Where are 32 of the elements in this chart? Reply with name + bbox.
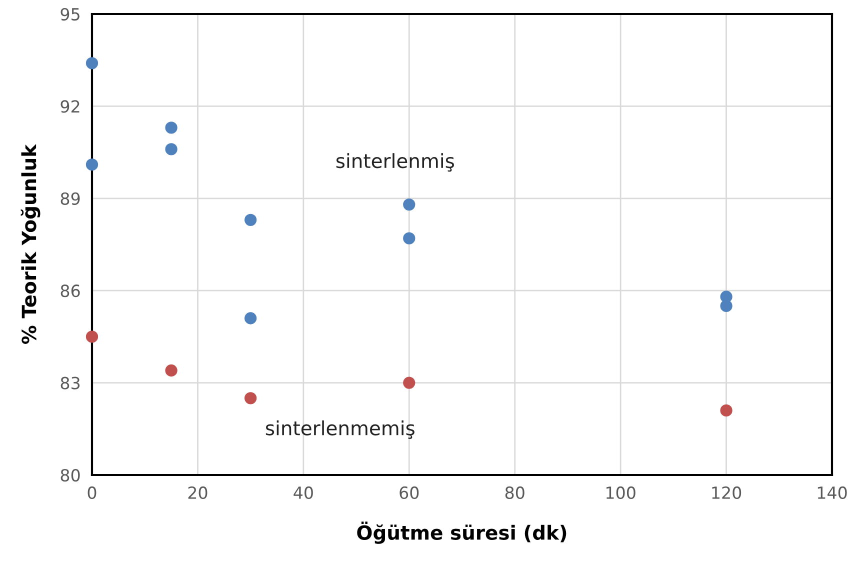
y-tick-label: 92 bbox=[60, 100, 80, 113]
y-tick-label: 80 bbox=[60, 468, 80, 482]
point bbox=[720, 300, 732, 312]
y-tick-label: 83 bbox=[60, 376, 80, 390]
x-tick-label: 60 bbox=[400, 486, 419, 500]
point bbox=[244, 214, 257, 226]
x-axis-title: Öğütme süresi (dk) bbox=[357, 522, 566, 544]
point bbox=[86, 330, 98, 343]
y-tick-label: 95 bbox=[60, 8, 80, 21]
y-tick-label: 86 bbox=[60, 284, 80, 298]
x-tick-label: 20 bbox=[188, 486, 208, 500]
point bbox=[86, 57, 98, 70]
y-axis-title: % Teorik Yoğunluk bbox=[20, 144, 40, 344]
y-tick-label: 89 bbox=[60, 192, 80, 205]
series-label: sinterlenmemiş bbox=[266, 420, 414, 439]
point bbox=[720, 404, 732, 417]
point bbox=[165, 122, 178, 134]
x-tick-label: 100 bbox=[606, 486, 636, 500]
x-tick-label: 40 bbox=[294, 486, 313, 500]
point bbox=[165, 364, 178, 377]
point bbox=[403, 198, 416, 211]
point bbox=[244, 312, 257, 324]
point bbox=[403, 232, 416, 244]
x-tick-label: 0 bbox=[88, 486, 96, 500]
x-tick-label: 120 bbox=[712, 486, 742, 500]
point bbox=[165, 143, 178, 156]
x-tick-label: 80 bbox=[505, 486, 524, 500]
point bbox=[244, 392, 257, 404]
x-tick-label: 140 bbox=[818, 486, 847, 500]
text: sinterlenmiş bbox=[336, 153, 454, 172]
point bbox=[86, 158, 98, 171]
point bbox=[403, 376, 416, 389]
